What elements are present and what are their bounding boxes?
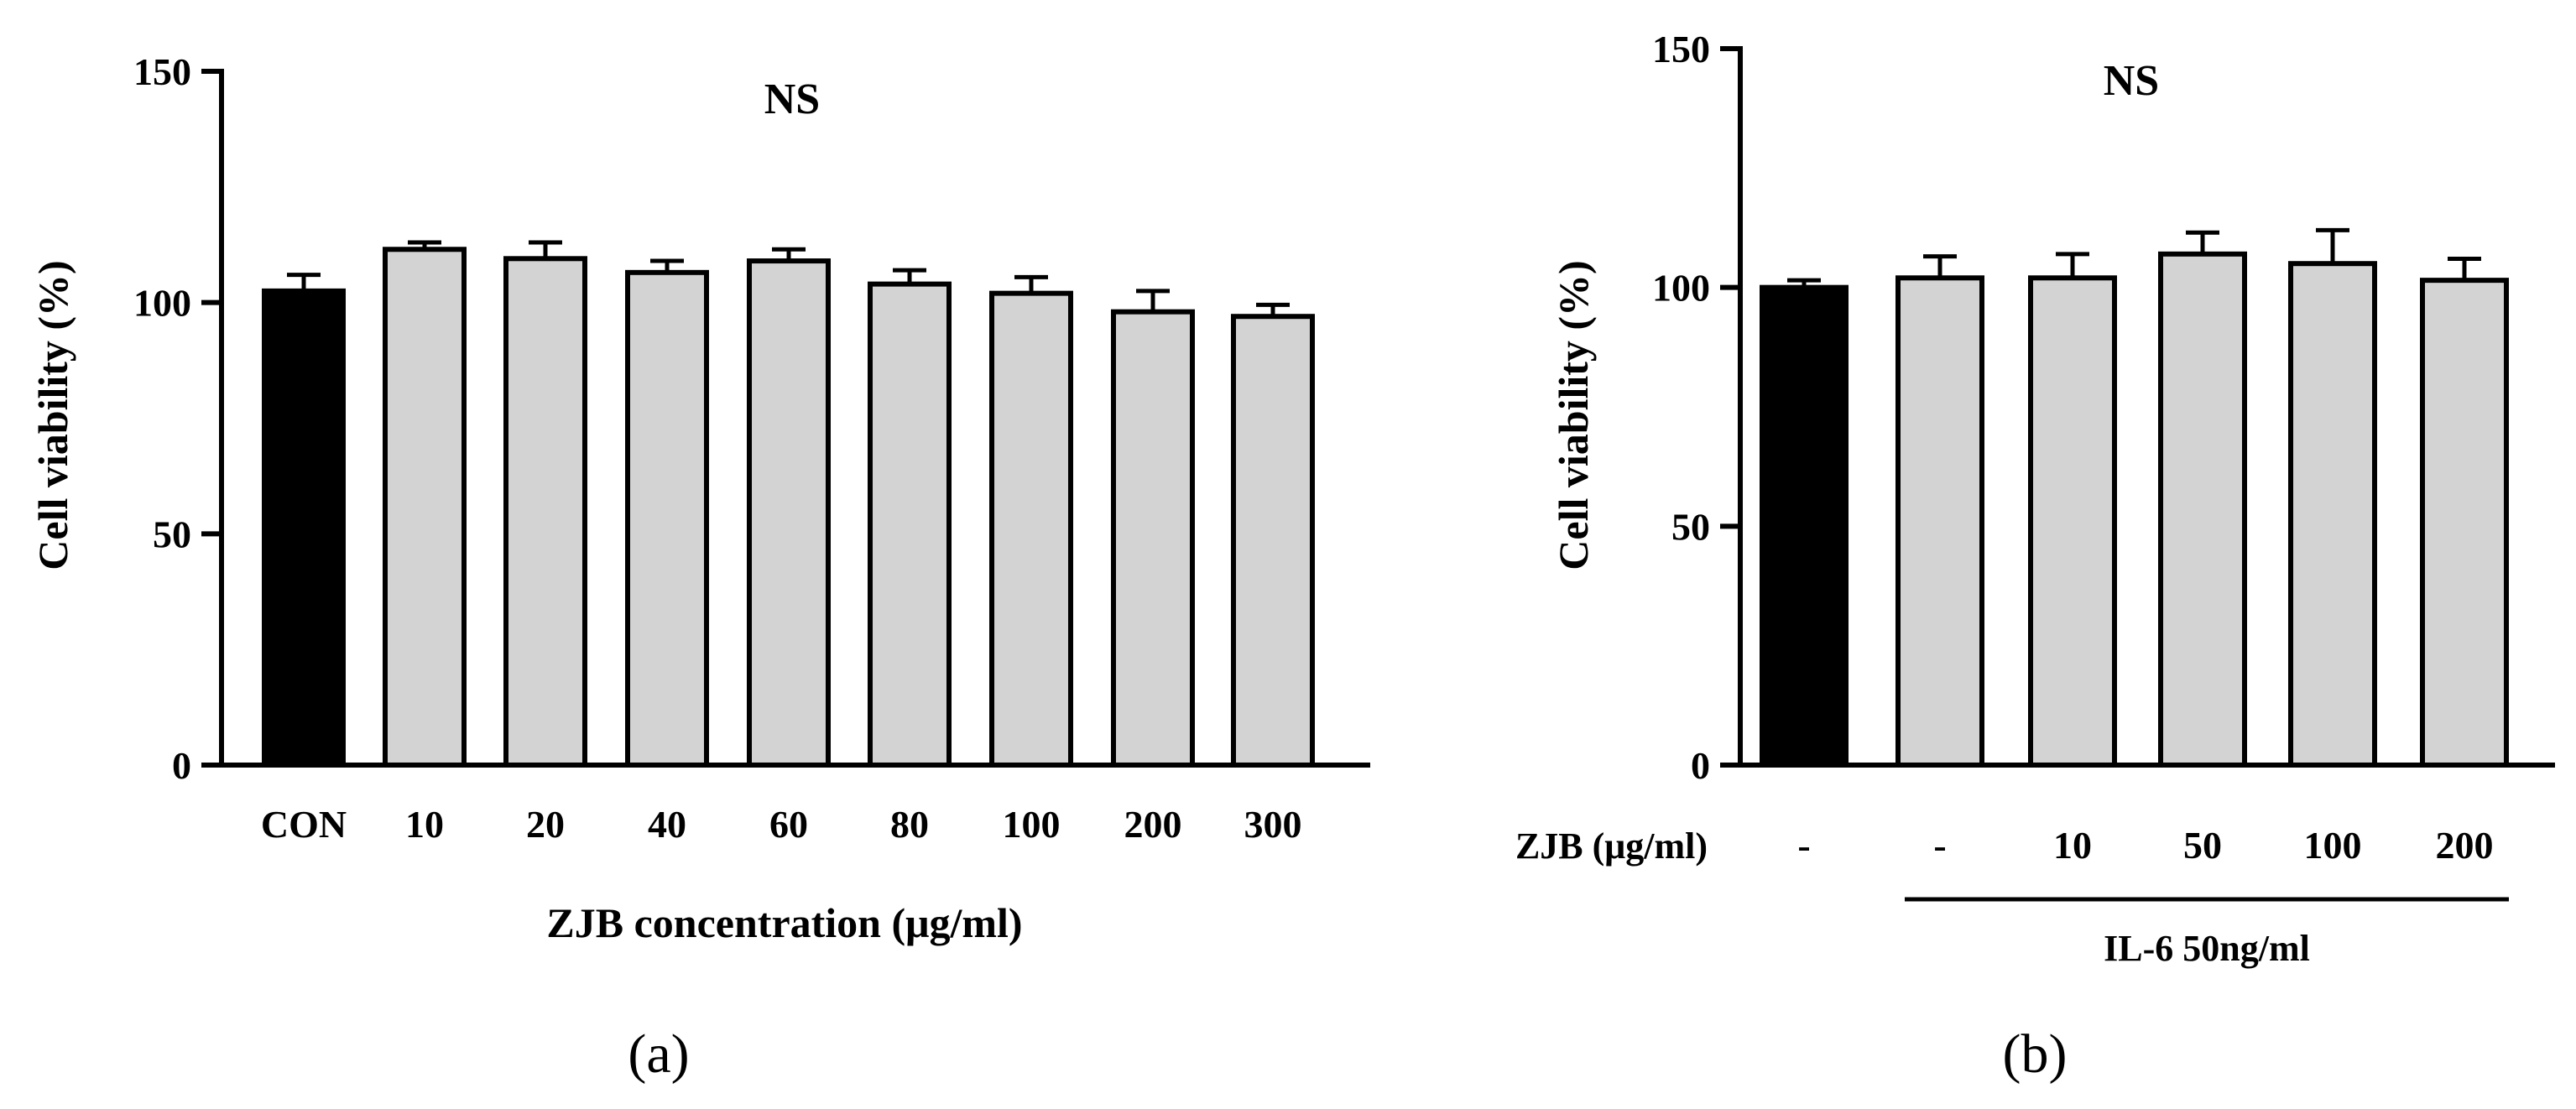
b-y-tick-label: 0 bbox=[1691, 744, 1710, 787]
a-y-tick-label: 150 bbox=[133, 50, 191, 93]
a-x-tick-label: 10 bbox=[405, 803, 444, 846]
a-bar bbox=[989, 290, 1073, 768]
a-bar bbox=[747, 258, 831, 768]
a-x-tick-label: 100 bbox=[1003, 803, 1061, 846]
a-bar bbox=[1111, 309, 1195, 768]
b-bar bbox=[1895, 275, 1984, 768]
a-x-tick-label: 20 bbox=[526, 803, 565, 846]
a-x-tick-label: 40 bbox=[648, 803, 686, 846]
panel-a-x-tick-labels: CON 10 20 40 60 80 100 200 300 bbox=[261, 803, 1302, 846]
panel-a-x-axis-title: ZJB concentration (μg/ml) bbox=[546, 899, 1022, 946]
a-y-tick-label: 100 bbox=[133, 282, 191, 325]
a-x-tick-label: CON bbox=[261, 803, 347, 846]
b-bar bbox=[2288, 261, 2377, 768]
panel-b-x-tick-labels: - - 10 50 100 200 bbox=[1797, 824, 2493, 867]
a-y-tick-label: 50 bbox=[153, 513, 191, 555]
b-x-tick-label: 50 bbox=[2183, 824, 2222, 867]
b-y-tick-label: 150 bbox=[1652, 28, 1710, 70]
panel-a-ns-annotation: NS bbox=[764, 75, 820, 123]
panel-b-error-bars bbox=[1787, 227, 2481, 288]
panel-b-row-label: ZJB (μg/ml) bbox=[1515, 825, 1708, 867]
panel-b: 0 50 100 150 - - 10 50 100 200 NS Cell viability… bbox=[1515, 28, 2555, 1085]
a-bar bbox=[503, 256, 587, 768]
b-y-tick-label: 50 bbox=[1671, 505, 1710, 548]
panel-b-y-ticks: 0 50 100 150 bbox=[1652, 28, 1740, 787]
a-bar bbox=[625, 269, 709, 768]
b-bar bbox=[2028, 275, 2117, 768]
panel-a-error-bars bbox=[287, 240, 1290, 317]
a-y-tick-label: 0 bbox=[172, 744, 191, 787]
a-bar bbox=[1231, 314, 1315, 768]
b-bar bbox=[2420, 278, 2509, 768]
panel-b-label: (b) bbox=[2003, 1023, 2068, 1085]
a-bar bbox=[383, 247, 467, 768]
b-y-tick-label: 100 bbox=[1652, 267, 1710, 310]
b-x-tick-label: 100 bbox=[2304, 824, 2362, 867]
panel-a-y-axis-title: Cell viability (%) bbox=[29, 260, 76, 570]
panel-a-bars bbox=[262, 247, 1315, 768]
panel-b-ns-annotation: NS bbox=[2104, 57, 2159, 105]
b-bar bbox=[1760, 284, 1849, 768]
a-x-tick-label: 200 bbox=[1124, 803, 1182, 846]
a-bar bbox=[262, 288, 346, 768]
panel-a-y-ticks: 0 50 100 150 bbox=[133, 50, 222, 787]
b-x-tick-label: - bbox=[1797, 824, 1810, 867]
a-x-tick-label: 80 bbox=[890, 803, 929, 846]
b-x-tick-label: 10 bbox=[2053, 824, 2092, 867]
panel-b-group-label: IL-6 50ng/ml bbox=[2104, 928, 2310, 969]
panel-b-bars bbox=[1760, 251, 2509, 768]
a-x-tick-label: 300 bbox=[1244, 803, 1302, 846]
panel-a: 0 50 100 150 CON 10 20 40 60 80 100 200 300 NS Cell… bbox=[29, 50, 1370, 1085]
b-x-tick-label: - bbox=[1933, 824, 1946, 867]
a-bar bbox=[868, 281, 952, 768]
panel-a-label: (a) bbox=[628, 1023, 689, 1085]
b-x-tick-label: 200 bbox=[2436, 824, 2494, 867]
panel-b-y-axis-title: Cell viability (%) bbox=[1550, 260, 1597, 570]
a-x-tick-label: 60 bbox=[769, 803, 808, 846]
b-bar bbox=[2158, 251, 2247, 768]
